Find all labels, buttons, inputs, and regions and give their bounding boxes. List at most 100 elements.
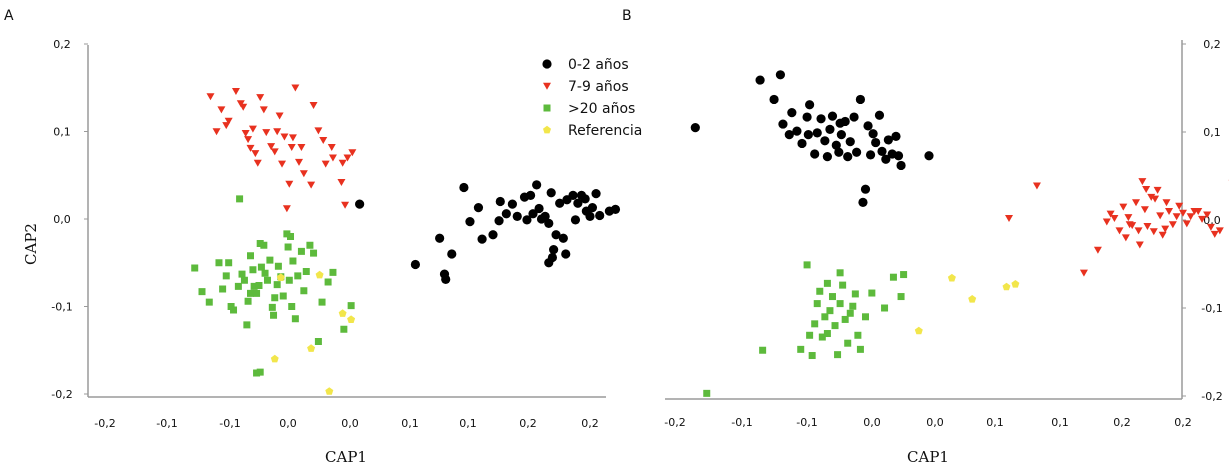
series-7-9-a-os xyxy=(206,84,357,213)
data-point xyxy=(802,112,812,122)
data-point xyxy=(856,345,864,353)
data-point xyxy=(328,154,337,162)
data-point xyxy=(1179,209,1187,217)
data-point xyxy=(868,289,876,297)
data-point xyxy=(310,249,318,257)
data-point xyxy=(410,259,420,270)
data-point xyxy=(268,303,276,311)
data-point xyxy=(248,125,257,133)
data-point xyxy=(300,287,308,295)
data-point xyxy=(797,138,807,149)
data-point xyxy=(299,170,308,178)
data-point xyxy=(319,137,328,145)
data-point xyxy=(283,230,291,238)
x-tick-label: 0,0 xyxy=(926,416,944,429)
data-point xyxy=(844,339,852,347)
data-point xyxy=(1156,212,1165,220)
data-point xyxy=(256,240,264,247)
data-point xyxy=(230,306,238,314)
data-point xyxy=(803,261,811,269)
x-tick-label: 0,1 xyxy=(459,417,477,430)
data-point xyxy=(307,181,316,189)
data-point xyxy=(570,215,581,225)
legend-marker-referencia xyxy=(543,125,551,134)
data-point xyxy=(314,127,323,135)
data-point xyxy=(297,247,305,255)
data-point xyxy=(291,84,300,92)
panel-a-points xyxy=(191,84,621,395)
data-point xyxy=(251,150,260,158)
data-point xyxy=(877,146,887,156)
data-point xyxy=(247,252,254,260)
y-tick-label: 0,1 xyxy=(53,126,71,139)
data-point xyxy=(512,211,522,221)
data-point xyxy=(341,201,350,209)
data-point xyxy=(338,159,347,167)
data-point xyxy=(778,119,788,129)
data-point xyxy=(250,282,258,290)
data-point xyxy=(544,218,554,228)
data-point xyxy=(924,151,934,161)
data-point xyxy=(868,129,878,139)
data-point xyxy=(262,129,271,137)
data-point xyxy=(1005,215,1014,223)
data-point xyxy=(315,270,324,279)
data-point xyxy=(845,137,855,147)
y-tick-label: -0,1 xyxy=(51,301,72,314)
data-point xyxy=(1121,234,1130,242)
data-point xyxy=(270,354,279,363)
legend-label: 0-2 años xyxy=(568,57,629,73)
data-point xyxy=(260,241,268,249)
data-point xyxy=(215,259,223,267)
data-point xyxy=(855,94,866,105)
data-point xyxy=(591,189,601,199)
data-point xyxy=(891,131,901,141)
y-tick-label: 0,2 xyxy=(1203,38,1221,51)
data-point xyxy=(302,268,310,275)
data-point xyxy=(874,110,885,120)
x-tick-label: 0,1 xyxy=(1051,416,1069,429)
data-point xyxy=(831,140,841,150)
data-point xyxy=(222,122,231,130)
data-point xyxy=(507,199,517,209)
x-tick-label: 0,0 xyxy=(341,417,359,430)
data-point xyxy=(546,188,556,198)
data-point xyxy=(812,128,822,138)
data-point xyxy=(1138,178,1147,186)
data-point xyxy=(247,289,254,297)
x-tick-label: 0,0 xyxy=(279,417,297,430)
data-point xyxy=(580,194,590,204)
data-point xyxy=(447,249,457,259)
data-point xyxy=(246,144,255,152)
legend-marker-0-2-a-os xyxy=(542,59,552,69)
data-point xyxy=(343,154,352,162)
data-point xyxy=(1011,280,1020,288)
data-point xyxy=(256,368,264,376)
data-point xyxy=(288,134,297,142)
data-point xyxy=(865,150,876,160)
data-point xyxy=(858,197,868,207)
data-point xyxy=(1132,199,1141,207)
data-point xyxy=(217,106,226,114)
data-point xyxy=(297,144,306,152)
data-point xyxy=(787,108,797,118)
data-point xyxy=(1149,228,1158,236)
data-point xyxy=(198,288,206,296)
data-point xyxy=(266,256,274,264)
data-point xyxy=(284,243,292,251)
data-point xyxy=(1198,215,1207,223)
data-point xyxy=(306,241,314,249)
data-point xyxy=(828,293,836,301)
data-point xyxy=(238,270,246,278)
data-point xyxy=(459,182,469,193)
data-point xyxy=(534,203,544,214)
panel-b-letter: B xyxy=(622,8,632,24)
data-point xyxy=(863,121,873,131)
legend-marker-7-9-a-os xyxy=(543,82,551,90)
data-point xyxy=(1210,230,1219,238)
y-tick-label: 0,1 xyxy=(1203,126,1221,139)
data-point xyxy=(267,143,276,151)
data-point xyxy=(525,190,536,200)
data-point xyxy=(337,179,346,187)
data-point xyxy=(243,321,251,329)
